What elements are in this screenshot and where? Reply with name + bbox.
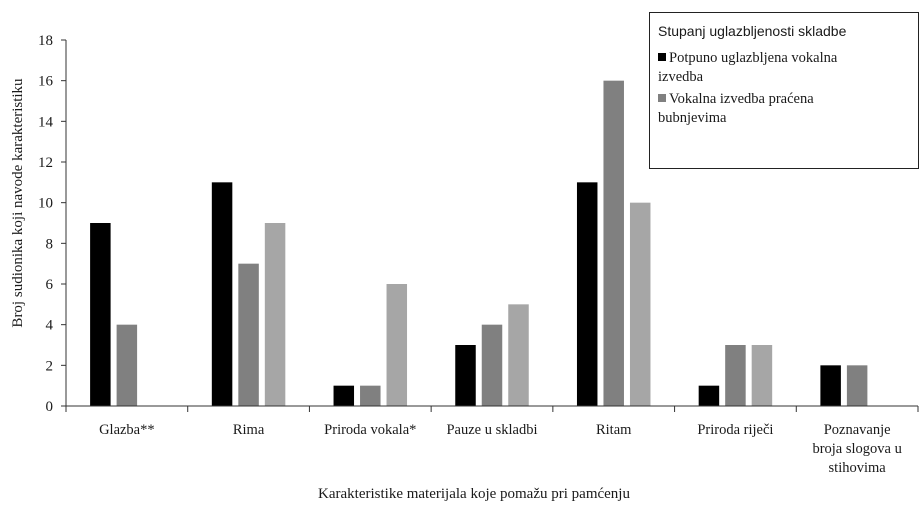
x-category-label: Priroda vokala*	[324, 422, 416, 438]
y-tick-label: 4	[46, 318, 54, 334]
y-tick-label: 0	[46, 399, 54, 415]
x-category-label-line: Rima	[233, 422, 265, 438]
legend: Stupanj uglazbljenosti skladbe Potpuno u…	[649, 12, 919, 169]
x-category-label: Priroda riječi	[697, 422, 773, 438]
y-tick-label: 18	[38, 33, 53, 49]
x-category-label-line: Pauze u skladbi	[446, 422, 537, 438]
x-category-label-line: Glazba**	[99, 422, 155, 438]
bar-series-2-cat-6	[725, 345, 746, 406]
bar-series-1-cat-5	[576, 182, 598, 406]
legend-item-series-1: Potpuno uglazbljena vokalna izvedba	[658, 49, 908, 87]
bars	[90, 80, 868, 407]
legend-label-series-2-line-2: bubnjevima	[658, 110, 727, 126]
bar-series-2-cat-1	[116, 324, 138, 406]
bar-series-3-cat-5	[629, 202, 651, 406]
x-category-label: Glazba**	[99, 422, 155, 438]
legend-swatch-series-1	[658, 53, 666, 61]
bar-series-2-cat-2	[238, 263, 259, 406]
bar-series-3-cat-6	[751, 345, 773, 406]
x-category-label-line: Ritam	[596, 422, 632, 438]
legend-title: Stupanj uglazbljenosti skladbe	[658, 23, 847, 39]
y-tick-label: 16	[38, 74, 54, 90]
x-category-label: Poznavanje broja slogova u stihovima	[812, 422, 901, 476]
bar-series-1-cat-3	[333, 385, 355, 406]
x-axis: Glazba** Rima Priroda vokala* Pauze u sklad…	[65, 405, 919, 476]
x-category-label: Rima	[233, 422, 265, 438]
x-category-label-line: Priroda vokala*	[324, 422, 416, 438]
legend-label-series-1-line-2: izvedba	[658, 69, 704, 85]
bar-series-3-cat-2	[264, 223, 286, 406]
bar-series-1-cat-6	[698, 385, 720, 406]
legend-label-series-2-line-1: Vokalna izvedba praćena	[669, 91, 814, 107]
x-category-label: Pauze u skladbi	[446, 422, 537, 438]
y-tick-label: 2	[46, 358, 54, 374]
y-tick-label: 6	[46, 277, 54, 293]
bar-series-3-cat-3	[386, 284, 408, 406]
y-axis-title: Broj sudionika koji navode karakteristik…	[10, 78, 26, 328]
bar-series-2-cat-3	[360, 385, 381, 406]
x-category-label: Ritam	[596, 422, 632, 438]
x-category-label-line: Poznavanje	[824, 422, 891, 438]
y-tick-label: 14	[38, 114, 54, 130]
y-tick-label: 8	[46, 236, 54, 252]
bar-series-1-cat-4	[455, 345, 476, 406]
bar-series-1-cat-7	[820, 365, 841, 406]
x-category-label-line: broja slogova u	[812, 441, 901, 457]
bar-series-2-cat-4	[481, 324, 503, 406]
x-category-label-line: Priroda riječi	[697, 422, 773, 438]
legend-label-series-1-line-1: Potpuno uglazbljena vokalna	[669, 50, 838, 66]
bar-series-1-cat-2	[211, 182, 233, 406]
bar-series-3-cat-4	[508, 304, 529, 406]
legend-item-series-2: Vokalna izvedba praćena bubnjevima	[658, 90, 908, 128]
bar-series-1-cat-1	[90, 223, 111, 406]
legend-swatch-series-2	[658, 94, 666, 102]
x-axis-title: Karakteristike materijala koje pomažu pr…	[318, 486, 630, 502]
y-axis: 0 2 4 6 8 10 12 14 16 18	[38, 33, 67, 415]
bar-series-2-cat-7	[846, 365, 868, 406]
y-tick-label: 10	[38, 196, 53, 212]
bar-series-2-cat-5	[603, 80, 624, 407]
x-category-label-line: stihovima	[829, 460, 887, 476]
y-tick-label: 12	[38, 155, 53, 171]
